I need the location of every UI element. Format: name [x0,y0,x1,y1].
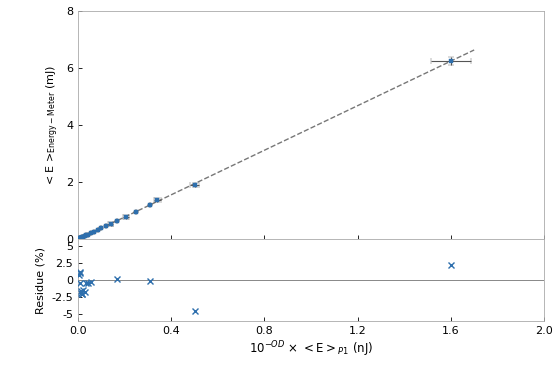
Y-axis label: < E >$_{\mathregular{Energy-Meter}}$ (mJ): < E >$_{\mathregular{Energy-Meter}}$ (mJ… [44,65,61,185]
X-axis label: $10^{-OD}$ $\times$ $<$E$>_{P1}$ (nJ): $10^{-OD}$ $\times$ $<$E$>_{P1}$ (nJ) [249,340,373,360]
Y-axis label: Residue (%): Residue (%) [36,247,46,314]
